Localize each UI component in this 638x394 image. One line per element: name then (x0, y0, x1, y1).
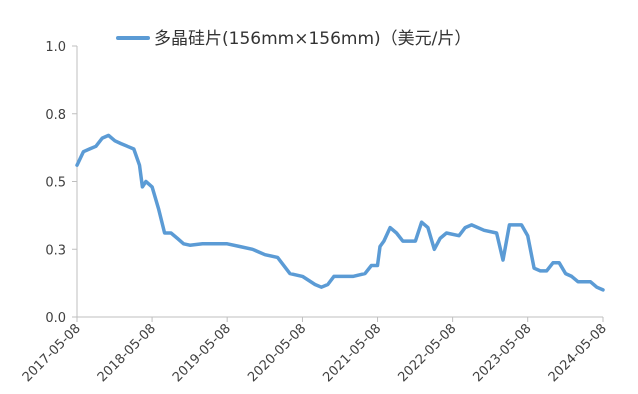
x-tick-label: 2020-05-08 (245, 321, 309, 385)
legend: 多晶硅片(156mm×156mm)（美元/片） (116, 29, 471, 49)
x-tick-label: 2018-05-08 (95, 321, 159, 385)
x-axis: 2017-05-08 2018-05-08 2019-05-08 2020-05-08… (20, 316, 610, 385)
legend-label: 多晶硅片(156mm×156mm)（美元/片） (154, 29, 471, 49)
x-tick-label: 2023-05-08 (471, 321, 535, 385)
series-line-polysilicon-wafer (75, 133, 605, 292)
y-tick-label: 0.3 (45, 243, 66, 258)
x-tick-label: 2022-05-08 (395, 321, 459, 385)
x-tick-label: 2019-05-08 (170, 321, 234, 385)
y-tick-label: 1.0 (45, 40, 66, 55)
y-axis: 0.0 0.3 0.5 0.8 1.0 (45, 40, 78, 326)
y-tick-label: 0.8 (45, 108, 66, 123)
x-tick-label: 2024-05-08 (546, 321, 610, 385)
y-tick-label: 0.0 (45, 311, 66, 326)
x-tick-label: 2021-05-08 (320, 321, 384, 385)
y-tick-label: 0.5 (45, 176, 66, 191)
x-tick-label: 2017-05-08 (20, 321, 84, 385)
